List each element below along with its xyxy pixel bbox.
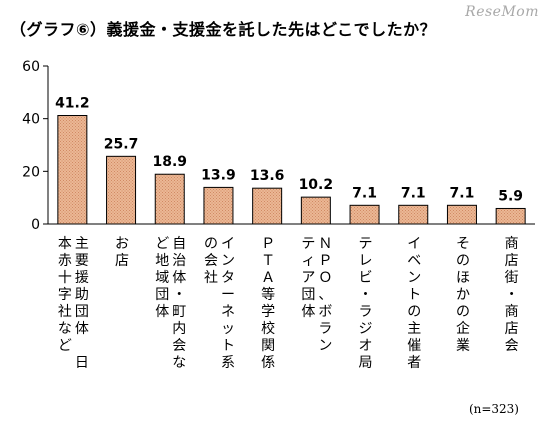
category-label: そのほかの企業	[456, 236, 470, 354]
bar	[203, 186, 234, 225]
y-tick-label: 20	[22, 164, 40, 180]
bar	[57, 115, 88, 225]
value-label: 13.9	[201, 167, 236, 183]
category-label: 主要援助団体 日	[75, 236, 89, 371]
y-tick-label: 40	[22, 112, 40, 128]
y-tick-label: 0	[31, 217, 40, 233]
bar	[252, 187, 283, 225]
value-label: 7.1	[352, 185, 377, 201]
value-label: 5.9	[498, 188, 523, 204]
bar	[300, 196, 331, 225]
chart-title: （グラフ⑥）義援金・支援金を託した先はどこでしたか？	[10, 20, 437, 39]
bar	[446, 204, 477, 225]
category-label: テレビ・ラジオ局	[359, 236, 373, 371]
category-label: 自治体・町内会な	[172, 236, 186, 371]
category-label: 本赤十字社など	[58, 236, 72, 354]
value-label: 41.2	[55, 96, 90, 112]
bar	[349, 204, 380, 225]
category-label: ＮＰＯ、ボラン	[318, 236, 332, 354]
category-label: ティア団体	[301, 236, 315, 320]
category-label: お店	[115, 236, 129, 269]
bars	[57, 115, 526, 225]
bar	[398, 204, 429, 225]
bar	[106, 155, 137, 225]
value-label: 13.6	[250, 168, 285, 184]
resemom-logo: ReseMom	[465, 4, 539, 20]
category-label: の会社	[204, 236, 218, 286]
value-label: 25.7	[104, 136, 139, 152]
sample-size-note: (n=323)	[468, 402, 519, 416]
value-labels: 41.2 25.7 18.9 13.9 13.6 10.2 7.1 7.1 7.1 5.9	[55, 96, 523, 205]
bar	[495, 207, 526, 225]
bar	[154, 173, 185, 225]
y-tick-label: 60	[22, 59, 40, 75]
category-label: ど地域団体	[155, 236, 169, 320]
category-label: インターネット系	[221, 236, 235, 371]
value-label: 7.1	[450, 185, 475, 201]
category-label: ＰＴＡ等学校関係	[261, 236, 275, 371]
value-label: 18.9	[152, 154, 187, 170]
category-label: 商店街・商店会	[505, 236, 519, 354]
category-label: イベントの主催者	[407, 236, 421, 371]
value-label: 10.2	[299, 177, 334, 193]
value-label: 7.1	[401, 185, 426, 201]
